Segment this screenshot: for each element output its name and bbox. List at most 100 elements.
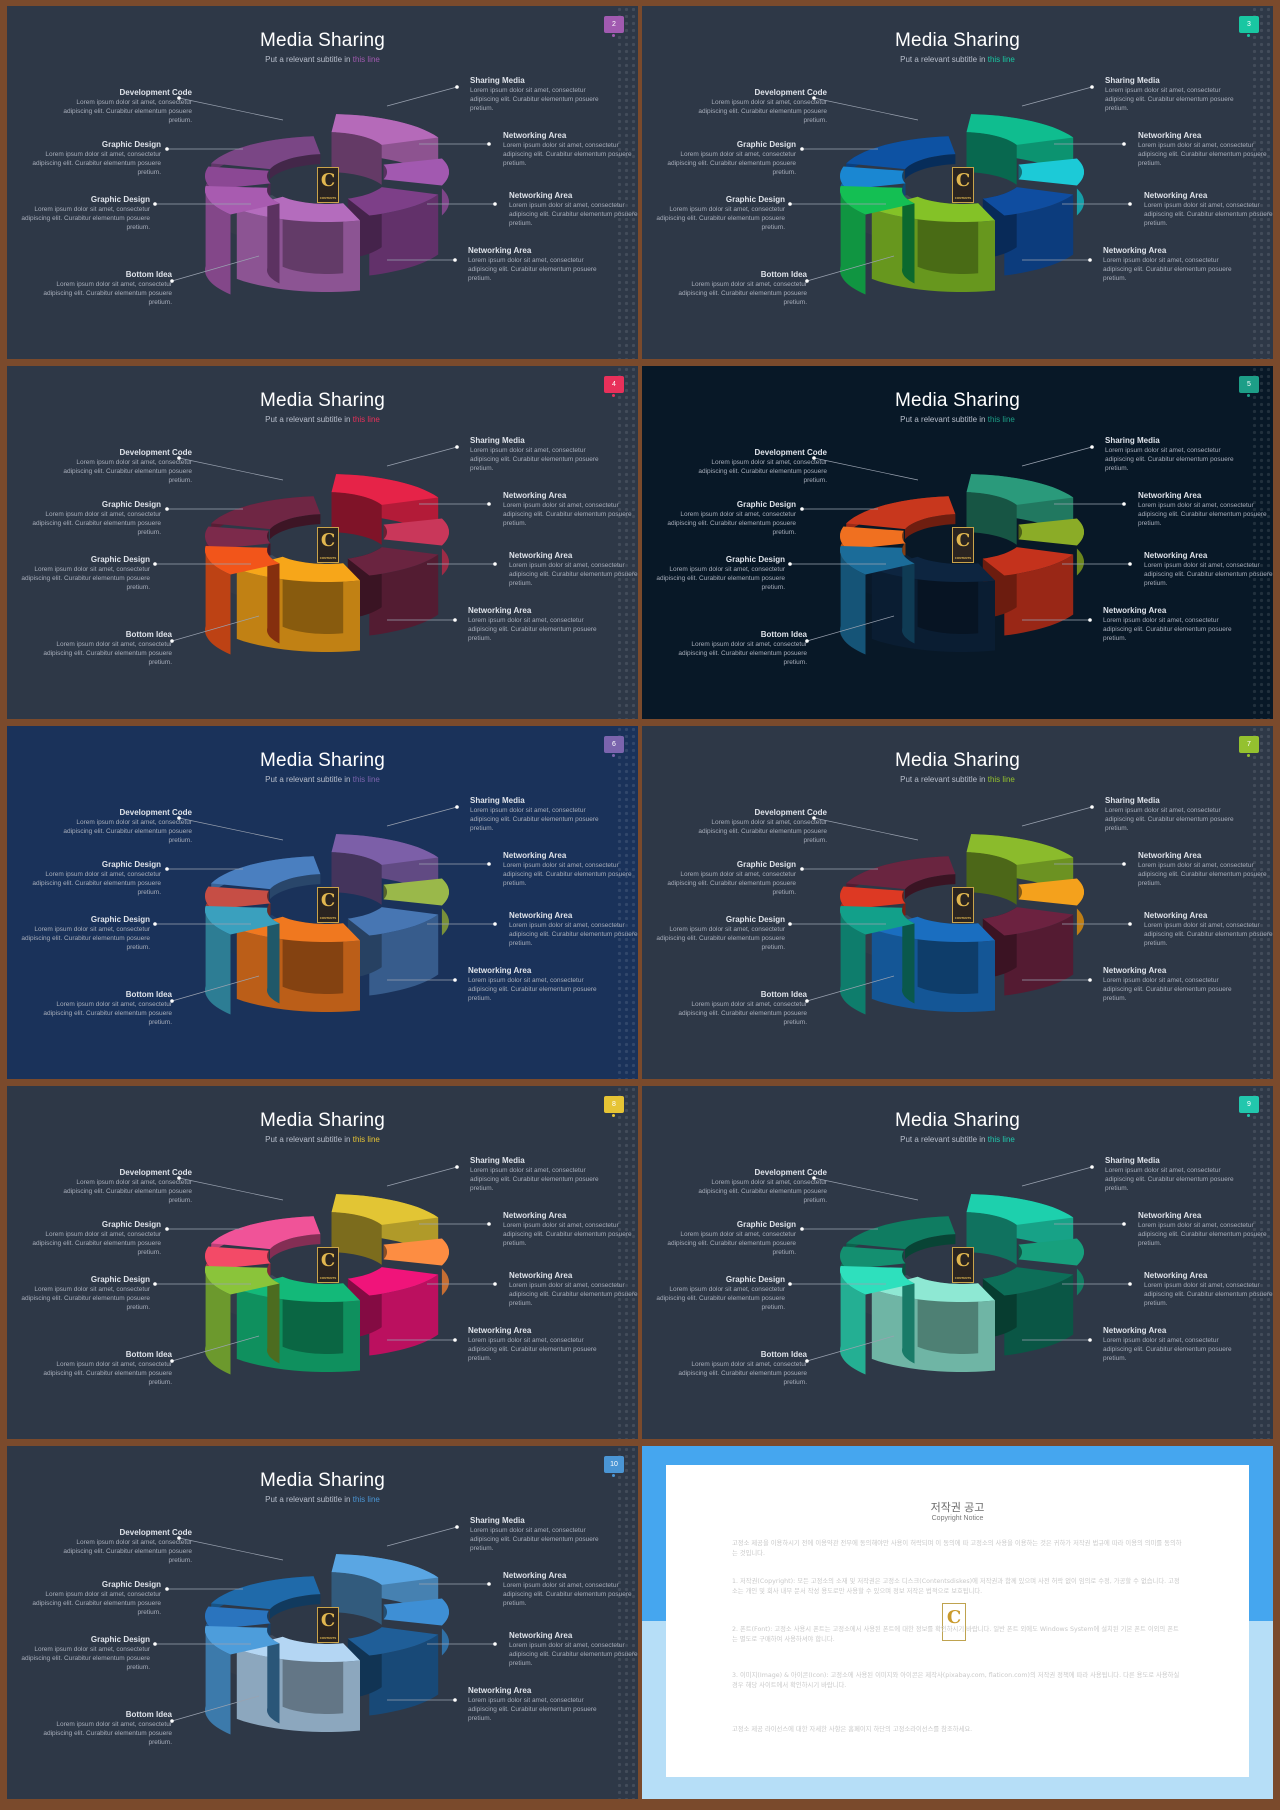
leader-dot-graphic1 (800, 1227, 804, 1231)
leader-dot-graphic1 (165, 1227, 169, 1231)
leader-dot-graphic2 (153, 562, 157, 566)
label-netA: Networking Area Lorem ipsum dolor sit ame… (1138, 851, 1273, 888)
leader-dot-graphic2 (788, 202, 792, 206)
slide-thumbnail[interactable]: 6 Media Sharing Put a relevant subtitle … (7, 726, 638, 1079)
notice-paragraph: 1. 저작권(Copyright): 모든 고정소의 소재 및 저작권은 고정소… (732, 1578, 1180, 1595)
copyright-notice-slide[interactable]: 저작권 공고 Copyright Notice C 고정소 제공을 이용하시기 전에 … (642, 1446, 1273, 1799)
slide-thumbnail[interactable]: 4 Media Sharing Put a relevant subtitle … (7, 366, 638, 719)
segment-top-dev (211, 496, 321, 530)
segment-bottom (205, 1626, 280, 1735)
segment-top-netA (1018, 518, 1084, 546)
leader-dot-sharing (455, 1525, 459, 1529)
label-body: Lorem ipsum dolor sit amet, consectetur … (32, 511, 161, 536)
label-title: Graphic Design (90, 1275, 150, 1284)
slide-thumbnail[interactable]: 5 Media Sharing Put a relevant subtitle … (642, 366, 1273, 719)
subtitle-prefix: Put a relevant subtitle in (265, 415, 353, 424)
label-body: Lorem ipsum dolor sit amet, consectetur … (678, 641, 807, 666)
leader-line-dev (178, 97, 284, 121)
segment-side-netB (1004, 554, 1074, 636)
subtitle-prefix: Put a relevant subtitle in (265, 55, 353, 64)
segment-top-netB (347, 1627, 439, 1656)
label-body: Lorem ipsum dolor sit amet, consectetur … (1103, 257, 1232, 282)
segment-top-sharing (331, 1194, 439, 1225)
segment-inner-dev (905, 874, 956, 900)
dot-pattern-decoration (616, 366, 638, 719)
slide-number-badge: 7 (1239, 736, 1259, 757)
segment-top-graphic1 (205, 1606, 271, 1630)
slide-thumbnail[interactable]: 10 Media Sharing Put a relevant subtitle… (7, 1446, 638, 1799)
subtitle-highlight: this line (987, 775, 1015, 784)
label-dev: Development Code Lorem ipsum dolor sit am… (57, 448, 192, 485)
label-title: Sharing Media (470, 796, 525, 805)
dot-pattern-decoration (1251, 1086, 1273, 1439)
dot-pattern-decoration (1251, 726, 1273, 1079)
label-graphic2: Graphic Design Lorem ipsum dolor sit amet… (15, 1635, 150, 1672)
contents-logo: C CONTENTS (317, 1607, 339, 1643)
segment-netB (982, 187, 1074, 276)
segment-inner-dev (270, 1234, 321, 1260)
label-body: Lorem ipsum dolor sit amet, consectetur … (1144, 202, 1273, 227)
slide-thumbnail[interactable]: 2 Media Sharing Put a relevant subtitle … (7, 6, 638, 359)
label-title: Networking Area (509, 191, 573, 200)
label-body: Lorem ipsum dolor sit amet, consectetur … (1105, 1167, 1234, 1192)
segment-side-netB (369, 1274, 439, 1356)
label-title: Sharing Media (1105, 1156, 1160, 1165)
slide-number-badge: 6 (604, 736, 624, 757)
label-title: Networking Area (1144, 191, 1208, 200)
segment-bottom (840, 546, 915, 655)
segment-top-graphic1 (840, 166, 906, 190)
label-title: Bottom Idea (125, 990, 172, 999)
label-netA: Networking Area Lorem ipsum dolor sit ame… (503, 1571, 638, 1608)
label-title: Development Code (754, 448, 827, 457)
leader-dot-graphic2 (788, 1282, 792, 1286)
subtitle-highlight: this line (352, 415, 380, 424)
label-graphic1: Graphic Design Lorem ipsum dolor sit amet… (26, 860, 161, 897)
leader-line-sharing (1021, 86, 1093, 107)
label-title: Networking Area (503, 491, 567, 500)
slide-thumbnail[interactable]: 7 Media Sharing Put a relevant subtitle … (642, 726, 1273, 1079)
leader-line-bottom (171, 255, 260, 282)
segment-top-sharing (966, 114, 1074, 145)
slide-thumbnail[interactable]: 8 Media Sharing Put a relevant subtitle … (7, 1086, 638, 1439)
leader-dot-dev (812, 96, 816, 100)
segment-dev (846, 496, 956, 540)
leader-dot-netB (1128, 1282, 1132, 1286)
leader-dot-graphic2 (788, 922, 792, 926)
slide-title: Media Sharing (259, 1470, 386, 1491)
leader-dot-bottom (805, 999, 809, 1003)
slide-number-badge: 8 (604, 1096, 624, 1117)
segment-top-graphic1 (840, 1246, 906, 1270)
slide-number-badge: 5 (1239, 376, 1259, 397)
notice-paragraph: 고정소 제공을 이용하시기 전에 이용약관 전부에 동의해야만 사용이 허락되며… (732, 1540, 1182, 1557)
slide-subtitle: Put a relevant subtitle in this line (642, 775, 1273, 784)
label-title: Sharing Media (1105, 76, 1160, 85)
label-netA: Networking Area Lorem ipsum dolor sit ame… (503, 1211, 638, 1248)
segment-inner-dev (905, 514, 956, 540)
segment-top-dev (846, 856, 956, 890)
leader-dot-netB (1128, 922, 1132, 926)
leader-line-bottom (171, 1695, 260, 1722)
label-sharing: Sharing Media Lorem ipsum dolor sit amet,… (470, 1156, 605, 1193)
segment-bottom (205, 186, 280, 295)
slide-number-badge: 2 (604, 16, 624, 37)
dot-pattern-decoration (616, 726, 638, 1079)
leader-line-dev (178, 817, 284, 841)
leader-dot-netC (1088, 258, 1092, 262)
segment-inner-sharing (966, 132, 1017, 185)
label-title: Networking Area (509, 1631, 573, 1640)
slide-subtitle: Put a relevant subtitle in this line (7, 1135, 638, 1144)
leader-dot-dev (177, 96, 181, 100)
label-title: Development Code (119, 1528, 192, 1537)
slide-subtitle: Put a relevant subtitle in this line (642, 415, 1273, 424)
slide-thumbnail[interactable]: 9 Media Sharing Put a relevant subtitle … (642, 1086, 1273, 1439)
slide-thumbnail[interactable]: 3 Media Sharing Put a relevant subtitle … (642, 6, 1273, 359)
segment-netC (871, 556, 995, 652)
label-body: Lorem ipsum dolor sit amet, consectetur … (1105, 807, 1234, 832)
slide-title: Media Sharing (259, 1110, 386, 1131)
segment-top-netA (383, 878, 449, 906)
segment-inner-graphic1 (902, 530, 906, 558)
label-graphic1: Graphic Design Lorem ipsum dolor sit amet… (661, 500, 796, 537)
label-body: Lorem ipsum dolor sit amet, consectetur … (32, 1231, 161, 1256)
leader-dot-graphic1 (800, 147, 804, 151)
label-body: Lorem ipsum dolor sit amet, consectetur … (1138, 502, 1267, 527)
